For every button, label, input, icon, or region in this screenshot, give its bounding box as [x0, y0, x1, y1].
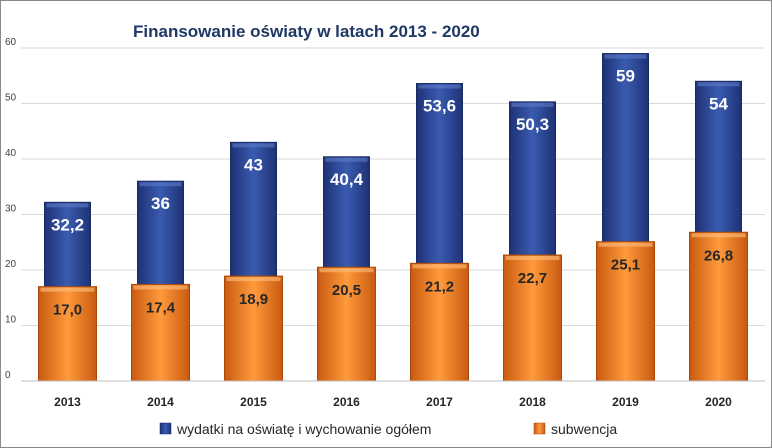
bar-subwencja [689, 231, 748, 382]
x-tick-label: 2018 [519, 395, 546, 409]
data-label-wydatki: 54 [709, 94, 728, 113]
data-label-subwencja: 21,2 [425, 278, 454, 295]
y-tick-label: 30 [5, 204, 17, 215]
data-label-subwencja: 20,5 [332, 282, 361, 299]
bar-wydatki-bevel [139, 182, 182, 187]
chart-title: Finansowanie oświaty w latach 2013 - 202… [133, 22, 480, 41]
y-tick-label: 50 [5, 93, 17, 104]
y-tick-label: 10 [5, 315, 17, 326]
legend-label-wydatki: wydatki na oświatę i wychowanie ogółem [176, 421, 431, 437]
bar-wydatki-bevel [46, 203, 89, 208]
data-label-subwencja: 26,8 [704, 247, 733, 264]
bar-subwencja-bevel [40, 287, 95, 292]
bar-subwencja-bevel [505, 256, 560, 261]
data-label-subwencja: 17,4 [146, 299, 176, 316]
data-label-wydatki: 32,2 [51, 215, 84, 234]
y-tick-label: 20 [5, 259, 17, 270]
bar-wydatki-bevel [697, 82, 740, 87]
x-tick-label: 2014 [147, 395, 174, 409]
bar-wydatki-bevel [511, 102, 554, 107]
bar-subwencja [503, 254, 562, 382]
data-label-wydatki: 36 [151, 194, 170, 213]
bar-wydatki-bevel [418, 84, 461, 89]
bar-subwencja [38, 286, 97, 382]
x-tick-label: 2015 [240, 395, 267, 409]
bar-subwencja-bevel [133, 285, 188, 290]
bar-subwencja-bevel [319, 268, 374, 273]
legend-swatch-wydatki [159, 422, 172, 435]
x-tick-label: 2019 [612, 395, 639, 409]
bar-subwencja [596, 241, 655, 382]
data-label-wydatki: 53,6 [423, 97, 456, 116]
legend-label-subwencja: subwencja [551, 421, 617, 437]
x-tick-label: 2013 [54, 395, 81, 409]
data-label-subwencja: 22,7 [518, 270, 547, 287]
bar-subwencja-bevel [691, 233, 746, 238]
data-label-subwencja: 17,0 [53, 302, 82, 319]
bar-wydatki-bevel [604, 54, 647, 59]
bar-subwencja-bevel [598, 242, 653, 247]
data-label-wydatki: 40,4 [330, 170, 364, 189]
legend-swatch-subwencja [533, 422, 546, 435]
x-tick-label: 2017 [426, 395, 453, 409]
x-tick-label: 2016 [333, 395, 360, 409]
bar-wydatki-bevel [325, 157, 368, 162]
data-label-wydatki: 43 [244, 155, 263, 174]
y-tick-label: 40 [5, 148, 17, 159]
data-label-wydatki: 50,3 [516, 115, 549, 134]
data-label-subwencja: 25,1 [611, 257, 640, 274]
bar-subwencja [224, 275, 283, 382]
bar-wydatki-bevel [232, 143, 275, 148]
bar-subwencja-bevel [412, 264, 467, 269]
y-tick-label: 60 [5, 37, 17, 48]
data-label-wydatki: 59 [616, 67, 635, 86]
x-tick-label: 2020 [705, 395, 732, 409]
bar-subwencja [317, 266, 376, 382]
bar-subwencja-bevel [226, 277, 281, 282]
y-tick-label: 0 [5, 370, 11, 381]
data-label-subwencja: 18,9 [239, 291, 268, 308]
bar-subwencja [131, 283, 190, 382]
bar-subwencja [410, 262, 469, 382]
